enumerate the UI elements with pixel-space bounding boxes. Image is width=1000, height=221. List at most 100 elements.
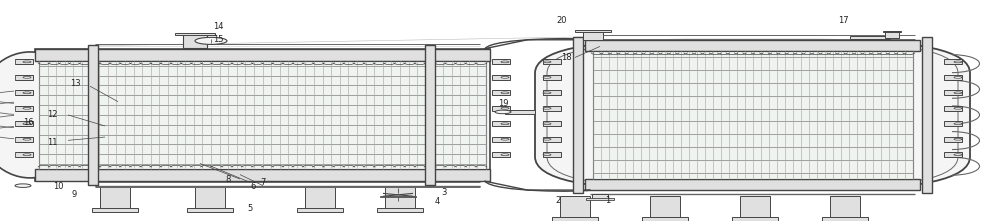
- Text: 20: 20: [557, 17, 567, 25]
- Bar: [642, 217, 688, 221]
- FancyBboxPatch shape: [535, 40, 970, 190]
- Bar: [492, 121, 510, 126]
- Bar: [560, 196, 590, 218]
- Text: 2: 2: [555, 196, 561, 204]
- Circle shape: [543, 61, 551, 63]
- Circle shape: [954, 123, 962, 125]
- Text: 18: 18: [561, 53, 571, 62]
- Bar: [944, 121, 962, 126]
- Bar: [100, 187, 130, 209]
- Bar: [15, 75, 33, 80]
- Bar: [650, 196, 680, 218]
- Circle shape: [954, 61, 962, 63]
- Bar: [492, 106, 510, 111]
- Bar: [187, 208, 233, 212]
- Circle shape: [543, 123, 551, 125]
- Bar: [740, 196, 770, 218]
- Circle shape: [23, 107, 31, 109]
- Circle shape: [543, 154, 551, 156]
- Bar: [585, 179, 920, 190]
- Bar: [822, 217, 868, 221]
- Bar: [15, 90, 33, 95]
- Bar: [575, 30, 611, 32]
- Circle shape: [495, 110, 511, 114]
- Text: 6: 6: [250, 182, 256, 191]
- Circle shape: [501, 138, 509, 140]
- Circle shape: [954, 154, 962, 156]
- Bar: [492, 152, 510, 157]
- Bar: [15, 137, 33, 142]
- Circle shape: [954, 76, 962, 78]
- Circle shape: [23, 92, 31, 94]
- Bar: [543, 152, 561, 157]
- Circle shape: [501, 154, 509, 156]
- Bar: [15, 152, 33, 157]
- Bar: [183, 34, 207, 48]
- Bar: [492, 59, 510, 64]
- Bar: [585, 40, 920, 51]
- Text: 17: 17: [838, 17, 848, 25]
- Text: 5: 5: [247, 204, 253, 213]
- Circle shape: [501, 76, 509, 78]
- Circle shape: [543, 138, 551, 140]
- Bar: [830, 196, 860, 218]
- Bar: [35, 49, 490, 61]
- Ellipse shape: [0, 52, 85, 178]
- Bar: [543, 59, 561, 64]
- Bar: [543, 137, 561, 142]
- Bar: [35, 169, 490, 181]
- Bar: [15, 59, 33, 64]
- Bar: [88, 45, 98, 185]
- Text: 9: 9: [71, 190, 77, 199]
- Bar: [885, 31, 899, 38]
- Bar: [297, 208, 343, 212]
- Bar: [944, 90, 962, 95]
- Bar: [592, 194, 608, 199]
- Circle shape: [543, 92, 551, 94]
- Text: 8: 8: [225, 175, 231, 183]
- Circle shape: [501, 92, 509, 94]
- Bar: [593, 51, 913, 179]
- Text: 19: 19: [498, 99, 508, 108]
- Bar: [543, 75, 561, 80]
- Text: 13: 13: [70, 80, 80, 88]
- Circle shape: [23, 154, 31, 156]
- Text: 12: 12: [47, 110, 57, 119]
- Bar: [380, 196, 416, 197]
- Text: 1: 1: [605, 196, 611, 204]
- Bar: [492, 90, 510, 95]
- Bar: [377, 208, 423, 212]
- Bar: [195, 187, 225, 209]
- Bar: [39, 61, 486, 169]
- Text: 16: 16: [23, 118, 33, 127]
- Circle shape: [501, 107, 509, 109]
- Bar: [492, 137, 510, 142]
- Circle shape: [23, 138, 31, 140]
- Circle shape: [23, 61, 31, 63]
- Circle shape: [195, 37, 227, 44]
- Circle shape: [23, 123, 31, 125]
- Bar: [35, 49, 490, 181]
- Text: 10: 10: [53, 182, 63, 191]
- Bar: [543, 90, 561, 95]
- Bar: [543, 106, 561, 111]
- Bar: [573, 37, 583, 193]
- Circle shape: [501, 61, 509, 63]
- Text: 14: 14: [213, 22, 223, 31]
- Bar: [425, 45, 435, 185]
- Circle shape: [501, 123, 509, 125]
- Bar: [944, 152, 962, 157]
- Text: 15: 15: [213, 35, 223, 44]
- Bar: [15, 121, 33, 126]
- Text: 11: 11: [47, 138, 57, 147]
- Bar: [586, 198, 614, 200]
- Bar: [583, 31, 603, 40]
- Text: 7: 7: [260, 178, 266, 187]
- Circle shape: [23, 76, 31, 78]
- Bar: [505, 110, 535, 114]
- Bar: [944, 137, 962, 142]
- Bar: [922, 37, 932, 193]
- Bar: [92, 208, 138, 212]
- Circle shape: [954, 107, 962, 109]
- Bar: [543, 121, 561, 126]
